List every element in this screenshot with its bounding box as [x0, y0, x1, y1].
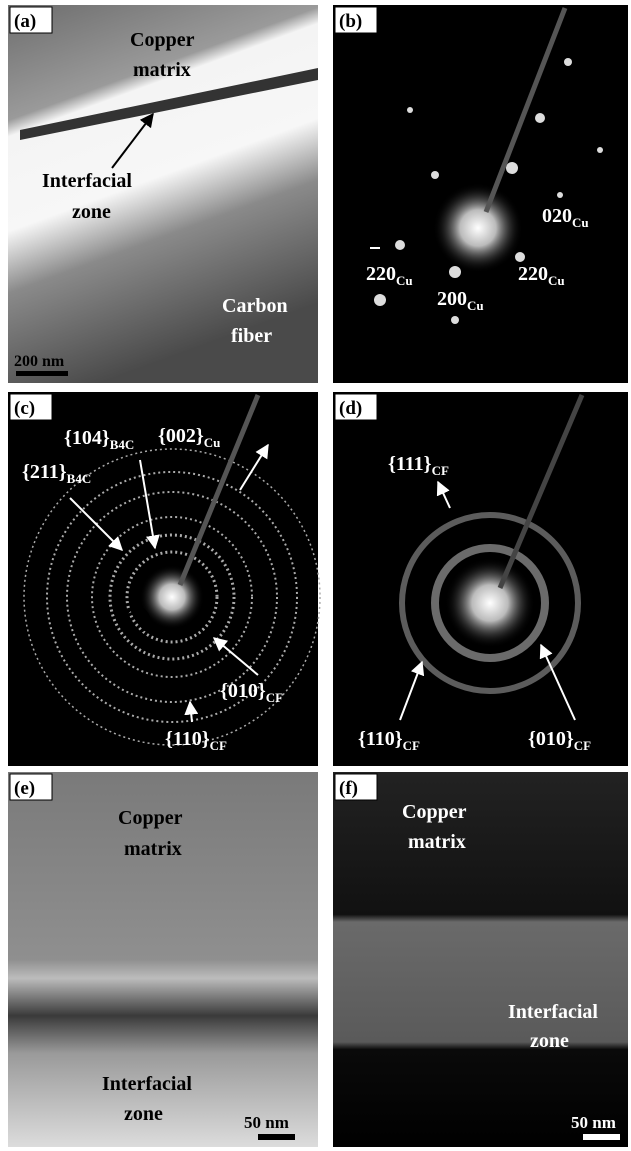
- scale-bar-label: 50 nm: [571, 1113, 616, 1132]
- panel-c: (c) {002}Cu {104}B4C {211}B4C {010}CF {1…: [8, 392, 321, 766]
- panel-d: (d) {111}CF {110}CF {010}CF: [333, 392, 628, 766]
- panel-label: (c): [14, 398, 35, 419]
- panel-label-box: [9, 773, 53, 801]
- beam-stopper: [177, 394, 261, 586]
- annotation: Copper: [118, 807, 183, 829]
- scale-bar: [583, 1134, 620, 1140]
- text-part: Cu: [548, 273, 565, 288]
- text-part: {111}: [388, 453, 432, 475]
- panel-label-box: [334, 773, 378, 801]
- annotation: {010}CF: [220, 680, 283, 705]
- panel-label: (a): [14, 11, 36, 32]
- annotation: Copper: [402, 801, 467, 823]
- text-part: {110}: [165, 728, 210, 750]
- text-part: Cu: [467, 298, 484, 313]
- panel-label-box: [9, 6, 53, 34]
- text-part: 220: [518, 263, 548, 285]
- rings: [23, 448, 321, 746]
- text-part: {104}: [64, 427, 110, 449]
- annotation: zone: [530, 1030, 569, 1052]
- arrow: [184, 700, 199, 723]
- annotation: {110}CF: [165, 728, 227, 753]
- text-part: Cu: [572, 215, 589, 230]
- text-part: 200: [437, 288, 467, 310]
- selection-circle: [123, 606, 151, 634]
- annotation: zone: [124, 1103, 163, 1125]
- panel-f: (f) Copper matrix Interfacial zone 50 nm: [333, 772, 628, 1147]
- arrow: [436, 480, 451, 509]
- beam-stopper: [483, 7, 568, 213]
- panel-label: (e): [14, 778, 35, 799]
- text-part: 220: [366, 263, 396, 285]
- panel-e: (e) Copper matrix Interfacial zone 50 nm: [8, 772, 318, 1147]
- text-part: Cu: [396, 273, 413, 288]
- panel-label-box: [334, 393, 378, 421]
- rings: [399, 512, 581, 694]
- scale-bar: [258, 1134, 295, 1140]
- annotation: {110}CF: [358, 728, 420, 753]
- annotation: {010}CF: [528, 728, 591, 753]
- annotation: Carbon: [222, 295, 288, 317]
- text-part: B4C: [110, 437, 135, 452]
- annotation: {111}CF: [388, 453, 449, 478]
- panel-label: (b): [339, 11, 362, 32]
- text-part: CF: [266, 690, 283, 705]
- arrow: [69, 497, 123, 551]
- panel-b: (b) 020Cu 220Cu 220Cu 200Cu: [333, 5, 628, 383]
- annotation: Interfacial: [42, 170, 132, 192]
- text-part: {010}: [528, 728, 574, 750]
- marker: [370, 247, 380, 249]
- text-part: CF: [210, 738, 227, 753]
- scale-bar-label: 50 nm: [244, 1113, 289, 1132]
- text-part: B4C: [67, 471, 92, 486]
- annotation: Copper: [130, 29, 195, 51]
- interface-band: [20, 68, 318, 140]
- text-part: {010}: [220, 680, 266, 702]
- text-part: 020: [542, 205, 572, 227]
- annotation: matrix: [133, 59, 191, 81]
- panel-label: (d): [339, 398, 362, 419]
- text-part: CF: [574, 738, 591, 753]
- arrow: [539, 643, 576, 721]
- arrow: [212, 637, 259, 676]
- annotation: matrix: [124, 838, 182, 860]
- annotation: 220Cu: [518, 263, 565, 288]
- panel-label-box: [9, 393, 53, 421]
- annotation: 020Cu: [542, 205, 589, 230]
- text-part: CF: [403, 738, 420, 753]
- spots: [374, 58, 603, 324]
- panel-label-box: [334, 6, 378, 34]
- beam-stopper: [497, 394, 585, 589]
- panel-label: (f): [339, 778, 358, 799]
- micrograph: [8, 772, 318, 1147]
- annotation: {002}Cu: [158, 425, 220, 450]
- panel-a: (a) Copper matrix Interfacial zone Carbo…: [8, 5, 318, 383]
- arrow: [139, 459, 160, 550]
- annotation: {211}B4C: [22, 461, 91, 486]
- central-spot: [433, 183, 523, 273]
- annotation: 200Cu: [437, 288, 484, 313]
- scale-bar: [16, 371, 68, 376]
- text-part: {110}: [358, 728, 403, 750]
- text-part: Cu: [204, 435, 221, 450]
- central-spot: [445, 558, 535, 648]
- micrograph: [8, 5, 318, 383]
- text-part: {211}: [22, 461, 67, 483]
- annotation: Interfacial: [102, 1073, 192, 1095]
- central-spot: [140, 565, 204, 629]
- annotation: matrix: [408, 831, 466, 853]
- micrograph: [333, 772, 628, 1147]
- annotation: zone: [72, 201, 111, 223]
- annotation: 220Cu: [366, 263, 413, 288]
- arrow: [111, 112, 154, 169]
- annotation: {104}B4C: [64, 427, 134, 452]
- text-part: {002}: [158, 425, 204, 447]
- arrow: [239, 443, 269, 491]
- annotation: Interfacial: [508, 1001, 598, 1023]
- arrow: [399, 660, 425, 721]
- annotation: fiber: [231, 325, 272, 347]
- text-part: CF: [432, 463, 449, 478]
- scale-bar-label: 200 nm: [14, 353, 65, 370]
